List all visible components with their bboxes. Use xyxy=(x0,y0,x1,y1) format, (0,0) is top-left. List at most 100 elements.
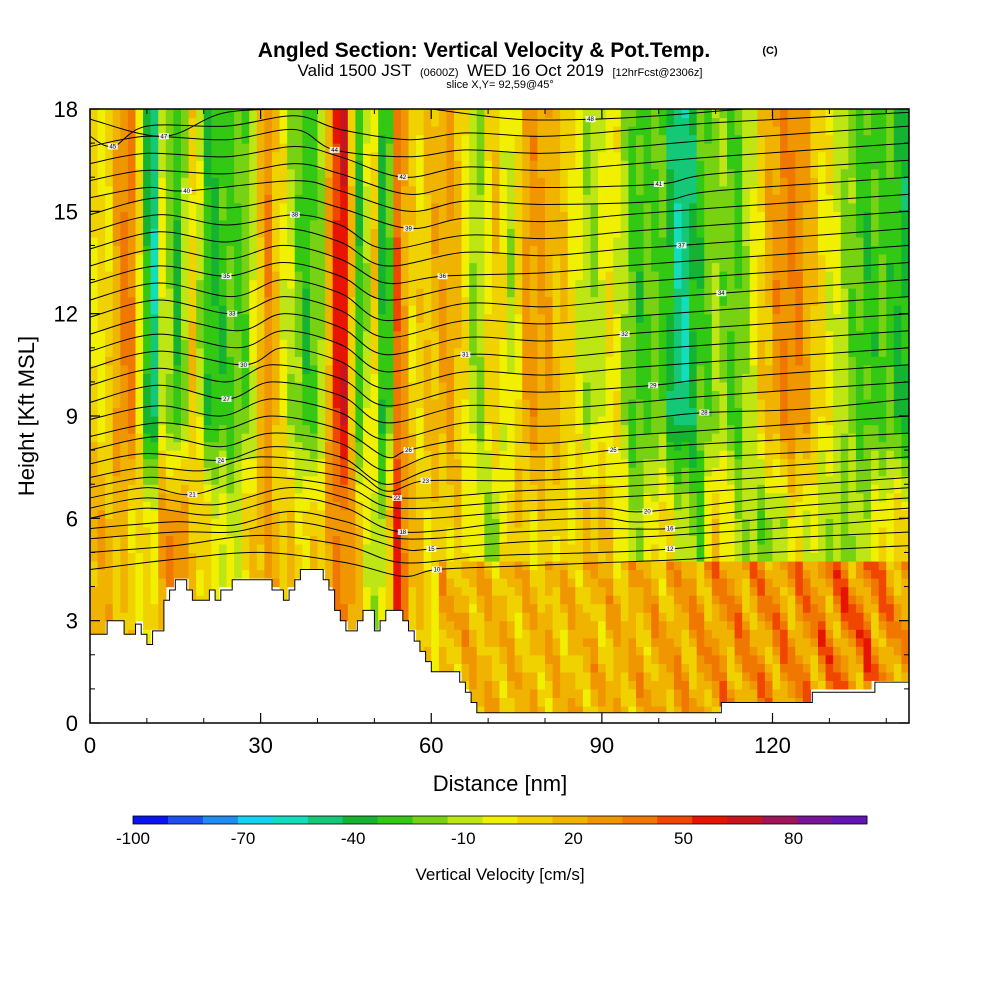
velocity-cell xyxy=(438,177,448,187)
velocity-cell xyxy=(378,330,387,340)
velocity-cell xyxy=(218,450,228,460)
velocity-cell xyxy=(279,475,288,485)
velocity-cell xyxy=(287,501,296,511)
velocity-cell xyxy=(97,492,106,502)
velocity-cell xyxy=(582,578,592,588)
velocity-cell xyxy=(628,705,637,716)
velocity-cell xyxy=(567,543,576,554)
velocity-cell xyxy=(218,143,228,153)
velocity-cell xyxy=(598,245,607,255)
velocity-cell xyxy=(340,151,349,161)
velocity-cell xyxy=(181,424,190,434)
velocity-cell xyxy=(643,501,652,511)
velocity-cell xyxy=(325,262,334,272)
velocity-cell xyxy=(575,663,584,673)
velocity-cell xyxy=(681,612,690,622)
velocity-cell xyxy=(158,253,167,264)
velocity-cell xyxy=(294,305,303,315)
velocity-cell xyxy=(438,313,448,323)
velocity-cell xyxy=(393,330,402,340)
velocity-cell xyxy=(628,578,637,588)
velocity-cell xyxy=(196,296,205,306)
velocity-cell xyxy=(454,578,463,588)
velocity-cell xyxy=(454,219,463,229)
velocity-cell xyxy=(514,407,523,417)
velocity-cell xyxy=(378,595,387,605)
velocity-cell xyxy=(363,185,372,195)
velocity-cell xyxy=(196,381,205,392)
velocity-cell xyxy=(241,288,250,298)
velocity-cell xyxy=(188,390,197,400)
velocity-cell xyxy=(127,364,137,374)
velocity-cell xyxy=(135,595,144,605)
velocity-cell xyxy=(446,543,455,554)
velocity-cell xyxy=(666,475,675,485)
velocity-cell xyxy=(332,407,341,417)
velocity-cell xyxy=(112,262,121,272)
velocity-cell xyxy=(385,160,394,170)
velocity-cell xyxy=(560,151,569,161)
velocity-cell xyxy=(598,296,607,306)
velocity-cell xyxy=(491,552,501,562)
velocity-cell xyxy=(135,578,144,588)
velocity-cell xyxy=(545,560,554,571)
velocity-cell xyxy=(150,424,159,434)
velocity-cell xyxy=(529,305,539,315)
velocity-cell xyxy=(666,509,675,519)
velocity-cell xyxy=(636,569,645,579)
velocity-cell xyxy=(613,603,622,613)
velocity-cell xyxy=(673,339,683,349)
velocity-cell xyxy=(332,398,341,409)
velocity-cell xyxy=(347,322,357,332)
velocity-cell xyxy=(461,279,470,289)
velocity-cell xyxy=(203,279,212,289)
velocity-cell xyxy=(499,663,508,673)
velocity-cell xyxy=(90,305,99,315)
velocity-cell xyxy=(363,177,372,187)
velocity-cell xyxy=(484,518,493,528)
velocity-cell xyxy=(507,595,516,605)
velocity-cell xyxy=(651,168,660,178)
velocity-cell xyxy=(264,202,273,212)
velocity-cell xyxy=(454,364,463,374)
velocity-cell xyxy=(294,219,303,229)
velocity-cell xyxy=(203,160,212,170)
velocity-cell xyxy=(363,543,372,554)
velocity-cell xyxy=(499,364,508,374)
velocity-cell xyxy=(560,663,569,673)
velocity-cell xyxy=(499,117,508,127)
velocity-cell xyxy=(537,586,546,596)
velocity-cell xyxy=(423,228,432,238)
velocity-cell xyxy=(491,177,501,187)
velocity-cell xyxy=(332,288,341,298)
velocity-cell xyxy=(309,381,319,392)
velocity-cell xyxy=(90,518,99,528)
velocity-cell xyxy=(605,629,614,639)
velocity-cell xyxy=(681,441,690,451)
velocity-cell xyxy=(567,364,576,374)
velocity-cell xyxy=(567,126,576,136)
velocity-cell xyxy=(636,492,645,502)
velocity-cell xyxy=(309,305,319,315)
velocity-cell xyxy=(234,262,243,272)
velocity-cell xyxy=(355,552,364,562)
velocity-cell xyxy=(537,117,546,127)
velocity-cell xyxy=(203,253,212,264)
velocity-cell xyxy=(112,475,121,485)
velocity-cell xyxy=(658,535,667,545)
velocity-cell xyxy=(127,134,137,144)
velocity-cell xyxy=(423,296,432,306)
velocity-cell xyxy=(234,126,243,136)
velocity-cell xyxy=(272,416,281,426)
velocity-cell xyxy=(446,663,455,673)
velocity-cell xyxy=(363,484,372,494)
velocity-cell xyxy=(673,450,683,460)
velocity-cell xyxy=(150,560,159,571)
velocity-cell xyxy=(666,228,675,238)
velocity-cell xyxy=(590,288,599,298)
velocity-cell xyxy=(105,433,114,443)
velocity-cell xyxy=(234,390,243,400)
velocity-cell xyxy=(469,543,478,554)
velocity-cell xyxy=(226,262,235,272)
velocity-cell xyxy=(158,109,167,119)
